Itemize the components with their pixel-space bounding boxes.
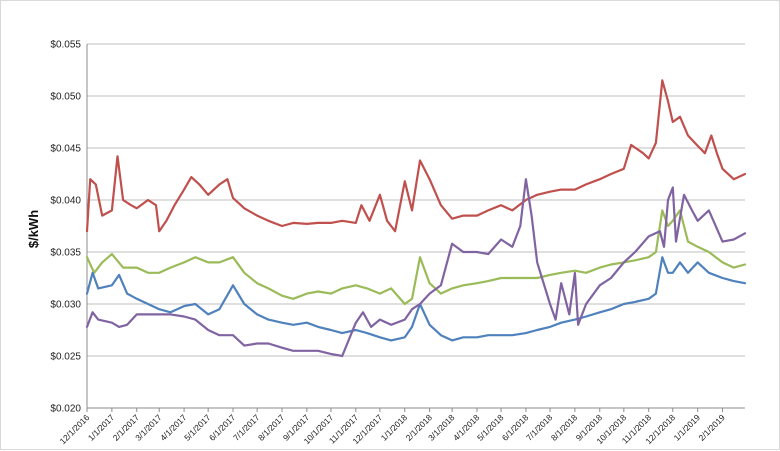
- x-tick-label: 12/1/2016: [58, 412, 92, 446]
- y-tick-label: $0.030: [50, 300, 81, 311]
- series-line-1: [85, 79, 747, 233]
- y-tick-label: $0.050: [50, 92, 81, 103]
- series-lines: [85, 79, 747, 358]
- gridlines: [87, 43, 745, 409]
- series-line-3: [85, 256, 747, 342]
- y-tick-label: $0.040: [50, 196, 81, 207]
- y-axis-label: $/kWh: [26, 210, 41, 248]
- y-tick-label: $0.020: [50, 404, 81, 415]
- x-axis: 12/1/20161/1/20172/1/20173/1/20174/1/201…: [58, 407, 745, 446]
- y-tick-label: $0.045: [50, 144, 81, 155]
- series-line-4: [85, 178, 747, 358]
- y-tick-label: $0.035: [50, 248, 81, 259]
- y-tick-label: $0.055: [50, 40, 81, 51]
- y-axis: $0.020 $0.025 $0.030 $0.035 $0.040 $0.045 $0.0…: [50, 40, 88, 415]
- x-tick-label: 2/1/2019: [696, 412, 727, 443]
- y-tick-label: $0.025: [50, 352, 81, 363]
- series-line-2: [85, 209, 747, 306]
